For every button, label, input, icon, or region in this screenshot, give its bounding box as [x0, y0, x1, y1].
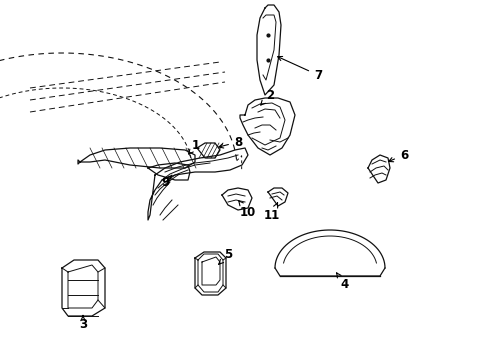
Text: 2: 2: [261, 89, 274, 105]
Text: 9: 9: [161, 175, 172, 189]
Text: 11: 11: [264, 203, 280, 221]
Text: 8: 8: [219, 135, 242, 149]
Text: 10: 10: [239, 201, 256, 219]
Text: 1: 1: [189, 139, 200, 154]
Text: 6: 6: [389, 149, 408, 162]
Text: 5: 5: [219, 248, 232, 264]
Text: 3: 3: [79, 316, 87, 332]
Text: 7: 7: [278, 57, 322, 81]
Text: 4: 4: [337, 273, 349, 292]
